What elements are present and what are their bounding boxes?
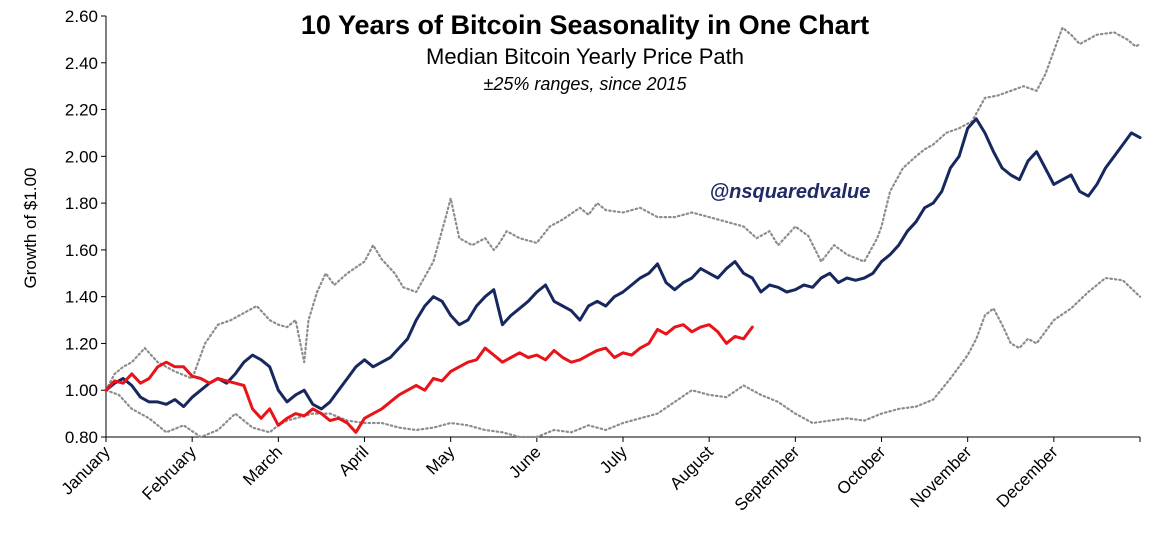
x-tick-label: June (505, 442, 545, 482)
y-tick-label: 1.60 (65, 241, 98, 260)
y-tick-label: 1.20 (65, 334, 98, 353)
x-tick-label: December (993, 442, 1062, 511)
x-tick-label: May (422, 442, 458, 478)
x-tick-label: January (58, 442, 115, 499)
series-line-3 (104, 323, 754, 434)
y-tick-label: 2.60 (65, 7, 98, 26)
y-tick-label: 1.80 (65, 194, 98, 213)
series-line-0 (104, 26, 1142, 392)
y-tick-label: 2.20 (65, 101, 98, 120)
chart-subtitle: Median Bitcoin Yearly Price Path (426, 44, 744, 69)
y-axis-label: Growth of $1.00 (21, 168, 40, 289)
y-tick-label: 1.00 (65, 381, 98, 400)
x-tick-label: September (731, 442, 803, 514)
y-tick-label: 2.00 (65, 147, 98, 166)
chart-subsubtitle: ±25% ranges, since 2015 (483, 74, 687, 94)
x-tick-label: October (833, 442, 889, 498)
x-tick-label: November (907, 442, 976, 511)
watermark-annotation: @nsquaredvalue (710, 181, 871, 203)
x-tick-label: April (335, 442, 372, 479)
chart-title: 10 Years of Bitcoin Seasonality in One C… (301, 10, 869, 40)
x-tick-label: August (666, 442, 717, 493)
labels-layer: 10 Years of Bitcoin Seasonality in One C… (21, 10, 870, 288)
series-line-1 (104, 276, 1142, 439)
y-tick-label: 0.80 (65, 428, 98, 447)
x-tick-label: March (239, 442, 286, 489)
series-layer (104, 26, 1142, 439)
y-tick-label: 1.40 (65, 288, 98, 307)
y-tick-label: 2.40 (65, 54, 98, 73)
x-tick-label: February (138, 442, 200, 504)
series-line-2 (104, 117, 1142, 411)
x-tick-label: July (596, 442, 631, 477)
